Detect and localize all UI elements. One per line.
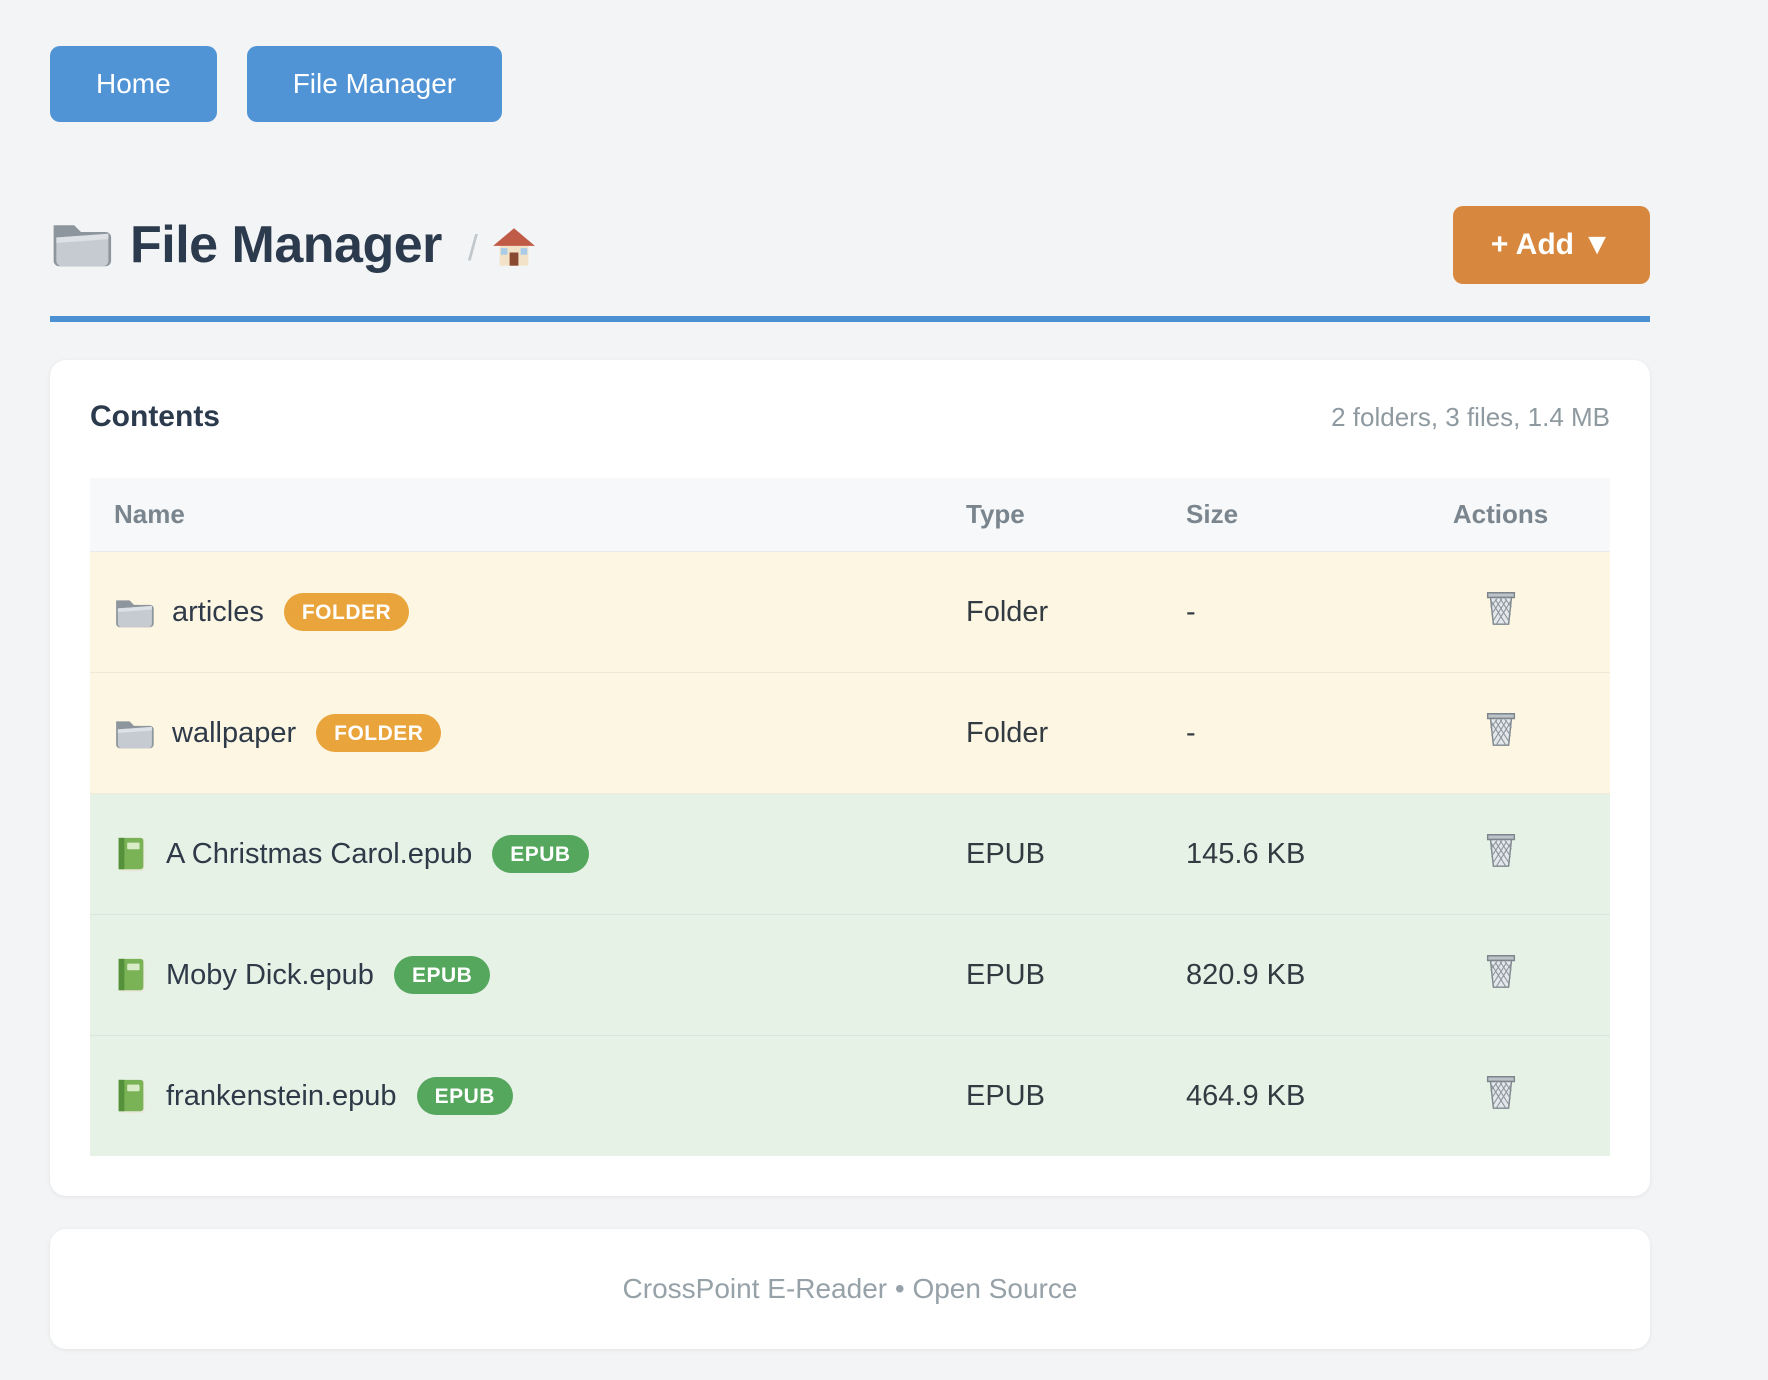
file-size: 145.6 KB [1186,837,1306,870]
breadcrumb: File Manager / [50,215,536,275]
trash-icon [1483,834,1519,873]
trash-icon [1483,713,1519,752]
contents-title: Contents [90,400,220,433]
contents-summary: 2 folders, 3 files, 1.4 MB [1331,402,1610,432]
book-icon [114,956,148,994]
trash-icon [1483,592,1519,631]
file-type: EPUB [966,837,1045,870]
table-row-christmas-carol[interactable]: A Christmas Carol.epub EPUB EPUB 145.6 K… [90,793,1610,915]
file-name[interactable]: Moby Dick.epub [166,958,374,991]
footer: CrossPoint E-Reader • Open Source [50,1229,1650,1349]
book-icon [114,835,148,873]
column-header-name: Name [114,499,185,529]
column-header-type: Type [966,499,1025,529]
page-header: File Manager / + Add ▼ [50,206,1650,284]
header-divider [50,316,1650,322]
table-header-row: Name Type Size Actions [90,478,1610,552]
delete-button[interactable] [1483,1072,1519,1112]
file-size: 820.9 KB [1186,958,1306,991]
folder-badge: FOLDER [283,593,410,631]
file-type: EPUB [966,1079,1045,1112]
file-name[interactable]: A Christmas Carol.epub [166,837,473,870]
delete-button[interactable] [1483,709,1519,749]
table-row-moby-dick[interactable]: Moby Dick.epub EPUB EPUB 820.9 KB [90,914,1610,1036]
column-header-size: Size [1186,499,1239,529]
file-name[interactable]: frankenstein.epub [166,1079,397,1112]
book-icon [114,1077,148,1115]
file-name[interactable]: articles [172,595,264,628]
table-row-wallpaper[interactable]: wallpaper FOLDER Folder - [90,672,1610,794]
home-nav-button[interactable]: Home [50,46,217,122]
table-row-frankenstein[interactable]: frankenstein.epub EPUB EPUB 464.9 KB [90,1035,1610,1156]
add-button[interactable]: + Add ▼ [1452,206,1650,284]
file-size: - [1186,595,1196,628]
file-size: - [1186,716,1196,749]
folder-icon [50,217,112,274]
house-icon[interactable] [492,227,536,272]
file-name[interactable]: wallpaper [172,716,297,749]
breadcrumb-separator: / [467,227,478,268]
file-table: Name Type Size Actions articles FOLDER F… [90,478,1610,1156]
file-size: 464.9 KB [1186,1079,1306,1112]
epub-badge: EPUB [416,1077,513,1115]
trash-icon [1483,1076,1519,1115]
file-manager-page: Home File Manager File Manager / + Add ▼… [50,46,1650,1349]
page-title: File Manager [130,216,442,274]
delete-button[interactable] [1483,588,1519,628]
folder-icon [114,716,154,750]
delete-button[interactable] [1483,951,1519,991]
file-type: EPUB [966,958,1045,991]
table-row-articles[interactable]: articles FOLDER Folder - [90,551,1610,673]
contents-card: Contents 2 folders, 3 files, 1.4 MB Name… [50,360,1650,1196]
top-nav: Home File Manager [50,46,1650,122]
file-type: Folder [966,716,1049,749]
file-type: Folder [966,595,1049,628]
epub-badge: EPUB [393,956,491,994]
epub-badge: EPUB [492,835,589,873]
footer-text: CrossPoint E-Reader • Open Source [622,1273,1078,1304]
file-manager-nav-button[interactable]: File Manager [246,46,503,122]
folder-badge: FOLDER [316,714,442,752]
folder-icon [114,595,154,629]
delete-button[interactable] [1483,830,1519,870]
trash-icon [1483,955,1519,994]
column-header-actions: Actions [1452,499,1549,529]
